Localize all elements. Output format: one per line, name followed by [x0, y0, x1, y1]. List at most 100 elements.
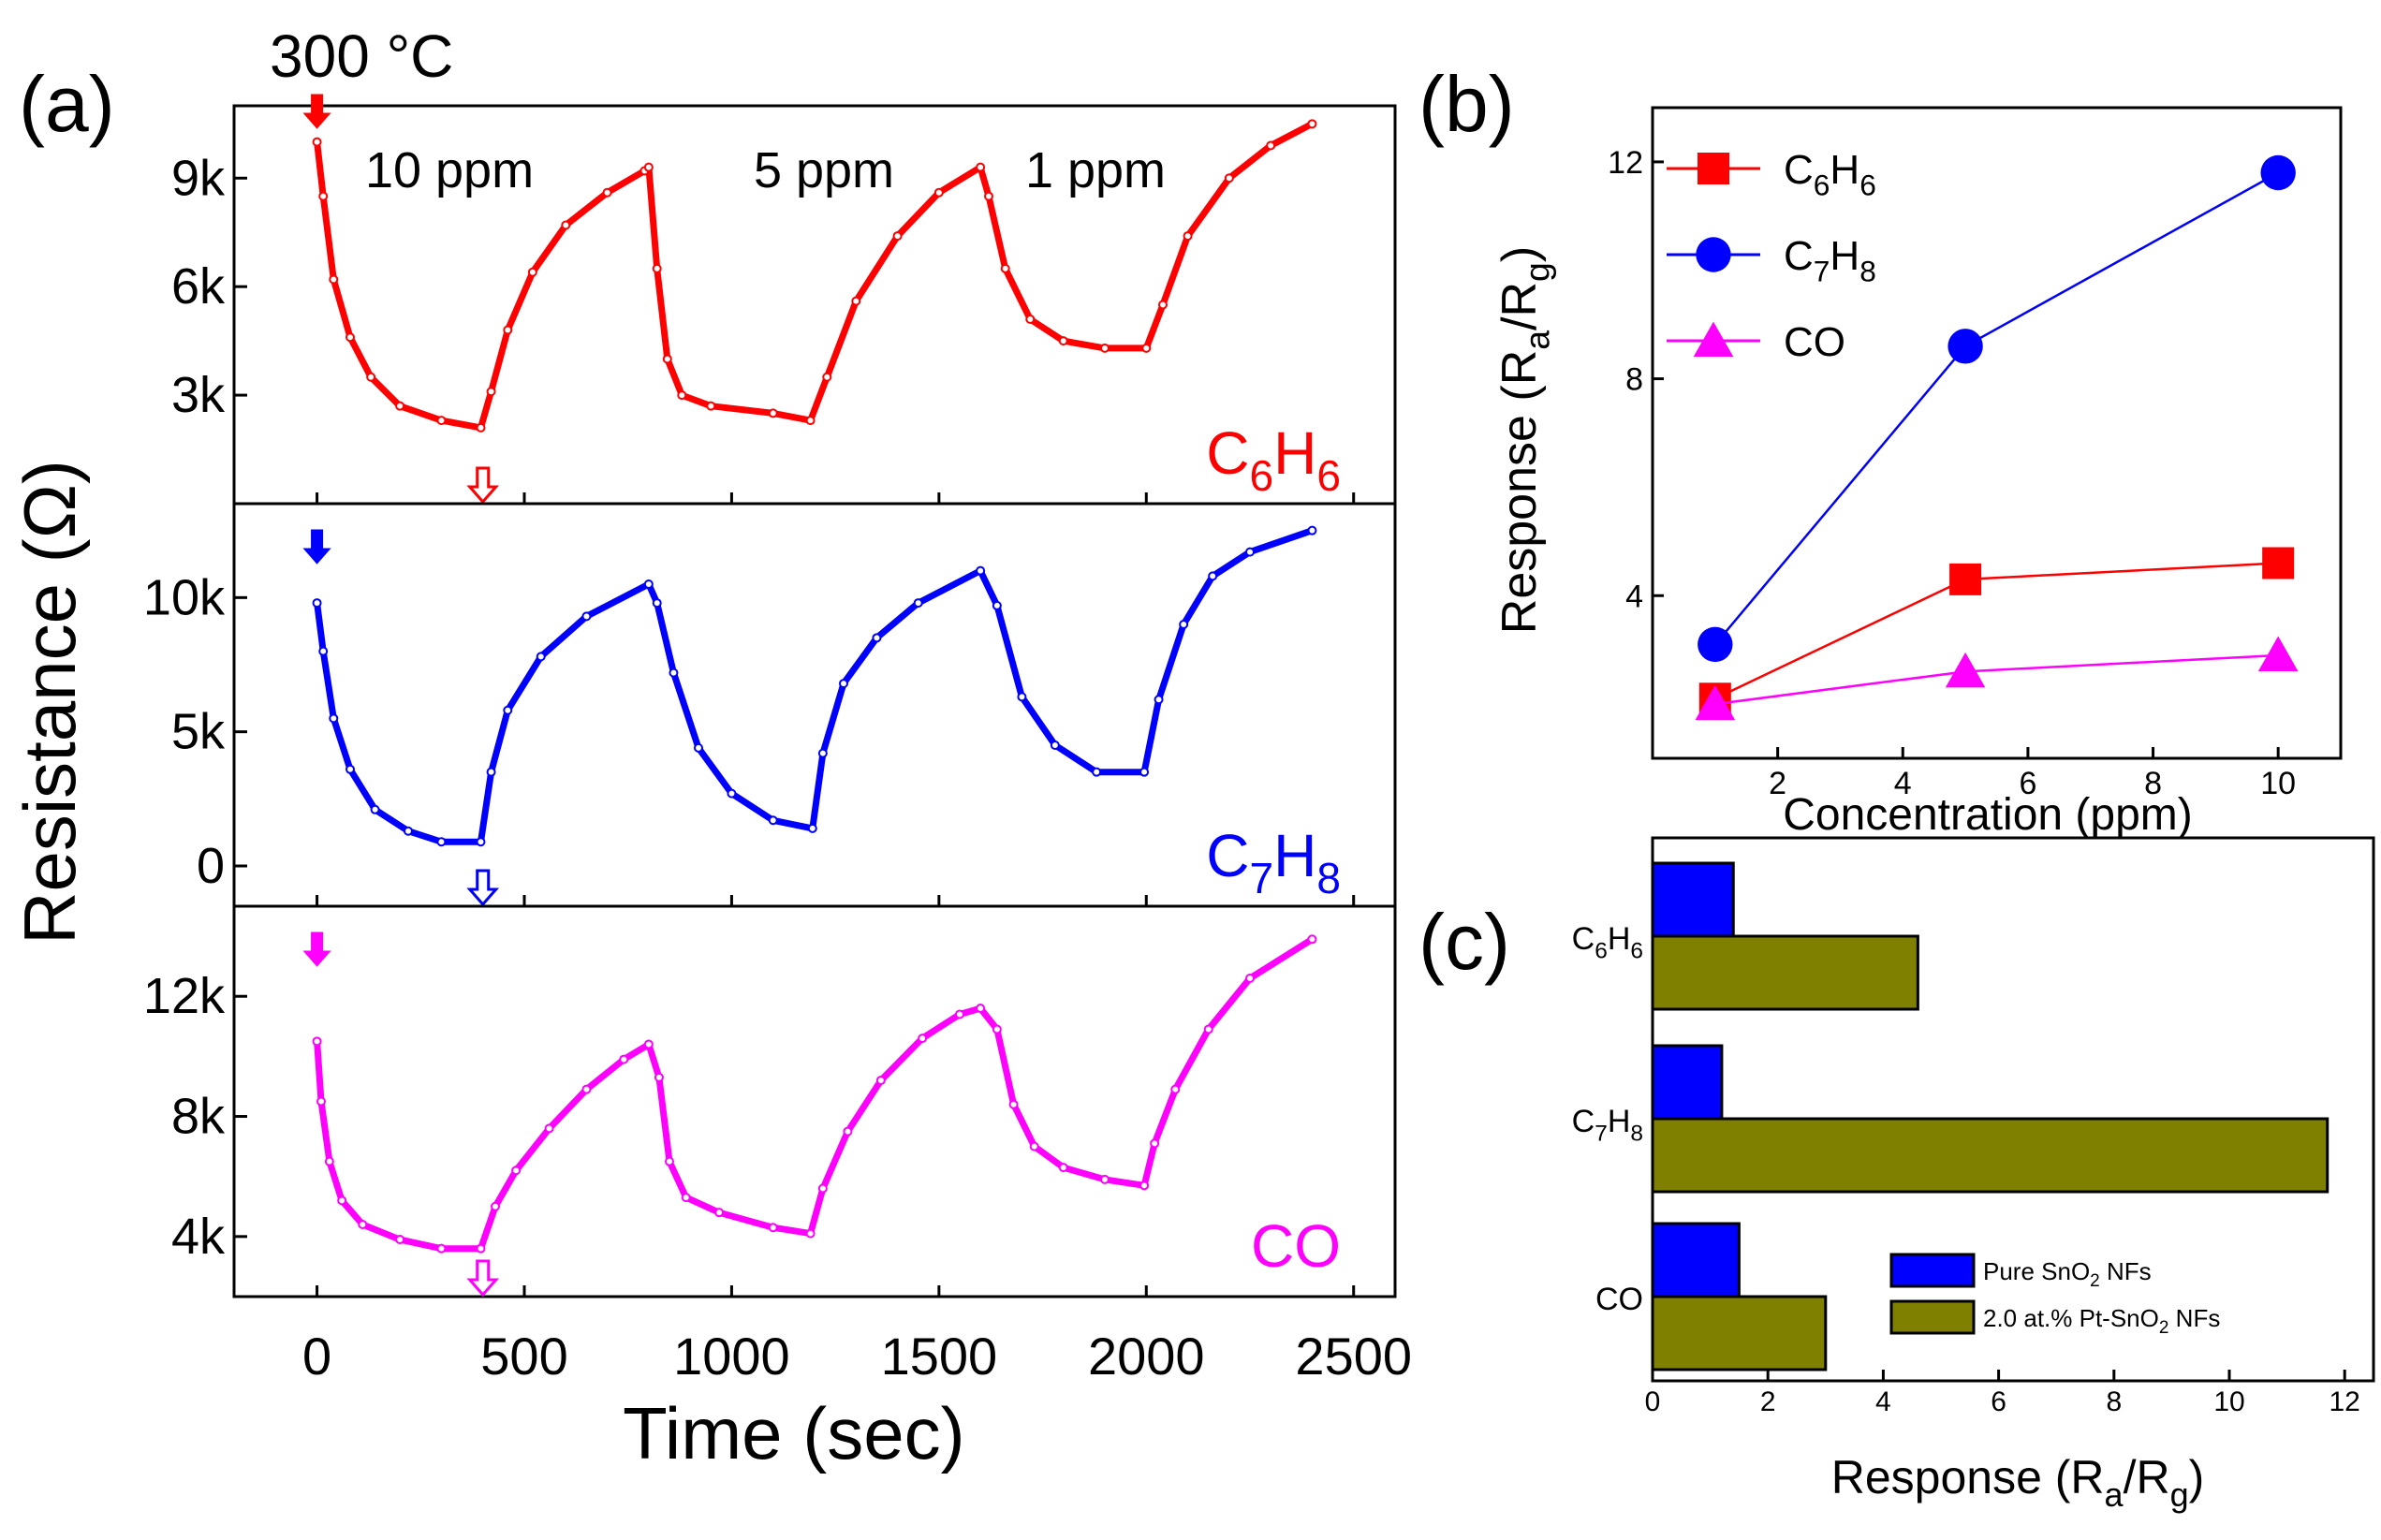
resistance-trace: [314, 936, 1315, 1253]
data-point: [817, 1183, 828, 1194]
legend-marker: [1698, 153, 1729, 184]
bar: [1651, 1117, 2330, 1194]
gas-off-arrow-icon: [466, 869, 500, 907]
data-point: [1179, 620, 1189, 629]
gas-label: C7H8: [1206, 822, 1341, 902]
data-point: [1245, 973, 1255, 983]
gas-on-arrow-icon: [302, 931, 331, 967]
series-marker: [1949, 563, 1982, 595]
data-point: [345, 764, 355, 774]
data-point: [1029, 1141, 1039, 1151]
data-point: [872, 633, 882, 643]
data-point: [316, 1096, 326, 1107]
category-label: C6H6: [1572, 921, 1643, 964]
y-axis-label: Resistance (Ω): [8, 460, 91, 945]
data-point: [1208, 571, 1218, 581]
panel-label-c: (c): [1418, 898, 1510, 986]
data-point: [875, 1076, 886, 1086]
data-point: [436, 837, 447, 847]
data-point: [561, 220, 571, 230]
data-point: [486, 767, 496, 777]
data-point: [805, 416, 816, 426]
legend-label: C6H6: [1784, 147, 1876, 201]
data-point: [1170, 1084, 1181, 1094]
data-point: [892, 231, 903, 242]
x-tick-label: 4: [1894, 766, 1912, 801]
x-tick-label: 12: [2330, 1386, 2360, 1417]
x-tick-label: 500: [480, 1327, 567, 1386]
category-label: C7H8: [1572, 1104, 1643, 1147]
data-point: [358, 1220, 368, 1230]
data-point: [1050, 741, 1060, 750]
data-point: [976, 1004, 986, 1014]
data-point: [337, 1195, 347, 1206]
data-point: [312, 598, 322, 609]
y-axis-label: Response (Ra/Rg): [1492, 246, 1557, 634]
data-point: [581, 1084, 592, 1094]
data-point: [1266, 140, 1276, 151]
data-point: [503, 325, 513, 335]
x-axis-label: Response (Ra/Rg): [1831, 1451, 2205, 1514]
data-point: [662, 354, 672, 364]
y-tick-label: 8k: [171, 1089, 226, 1145]
data-point: [817, 748, 828, 758]
gas-off-arrow-icon: [466, 1259, 500, 1298]
x-tick-label: 6: [1991, 1386, 2006, 1417]
data-point: [768, 1223, 778, 1233]
x-tick-label: 2000: [1088, 1327, 1205, 1386]
concentration-label: 10 ppm: [365, 142, 534, 198]
gas-label: C6H6: [1206, 419, 1341, 500]
data-point: [1025, 314, 1036, 324]
y-tick-label: 4: [1625, 579, 1643, 614]
y-tick-label: 10k: [143, 569, 226, 625]
legend-label: Pure SnO2 NFs: [1983, 1257, 2152, 1291]
gas-label: CO: [1251, 1212, 1341, 1280]
y-tick-label: 9k: [171, 150, 226, 206]
plot-frame-c: [1651, 836, 2375, 1383]
series-marker: [2257, 636, 2299, 671]
x-axis-label: Time (sec): [623, 1392, 964, 1474]
x-axis-label: Concentration (ppm): [1783, 790, 2193, 840]
data-point: [476, 422, 486, 433]
data-point: [1158, 300, 1168, 310]
data-point: [329, 713, 339, 724]
data-point: [955, 1009, 964, 1019]
data-point: [491, 1201, 500, 1211]
data-point: [619, 1054, 629, 1064]
x-tick-label: 0: [302, 1327, 331, 1386]
y-tick-label: 12k: [143, 968, 226, 1024]
data-point: [992, 600, 1002, 610]
data-point: [652, 598, 662, 609]
data-point: [486, 387, 496, 397]
data-point: [913, 598, 923, 609]
legend-label: C7H8: [1784, 233, 1876, 287]
legend-label: CO: [1784, 319, 1845, 365]
data-point: [652, 263, 662, 273]
x-tick-label: 8: [2106, 1386, 2122, 1417]
data-point: [1139, 1181, 1150, 1191]
data-point: [1100, 343, 1110, 353]
data-point: [839, 679, 848, 689]
data-point: [511, 1166, 522, 1176]
bar: [1651, 1295, 1828, 1371]
gas-on-arrow-icon: [302, 529, 331, 565]
data-point: [395, 401, 405, 411]
data-point: [1245, 547, 1255, 557]
x-tick-label: 6: [2019, 766, 2036, 801]
data-point: [768, 408, 778, 418]
data-point: [312, 1036, 322, 1047]
data-point: [665, 1156, 674, 1166]
data-point: [318, 191, 329, 201]
data-point: [706, 401, 716, 411]
gas-on-arrow-icon: [302, 94, 331, 129]
data-point: [768, 815, 778, 826]
data-point: [1008, 1099, 1019, 1109]
data-point: [807, 823, 817, 833]
data-point: [312, 137, 322, 147]
panel-label-b: (b): [1418, 60, 1515, 148]
x-tick-label: 4: [1875, 1386, 1891, 1417]
data-point: [714, 1208, 725, 1218]
data-point: [654, 1072, 664, 1082]
series-marker: [1945, 652, 1986, 688]
data-point: [1000, 263, 1010, 273]
